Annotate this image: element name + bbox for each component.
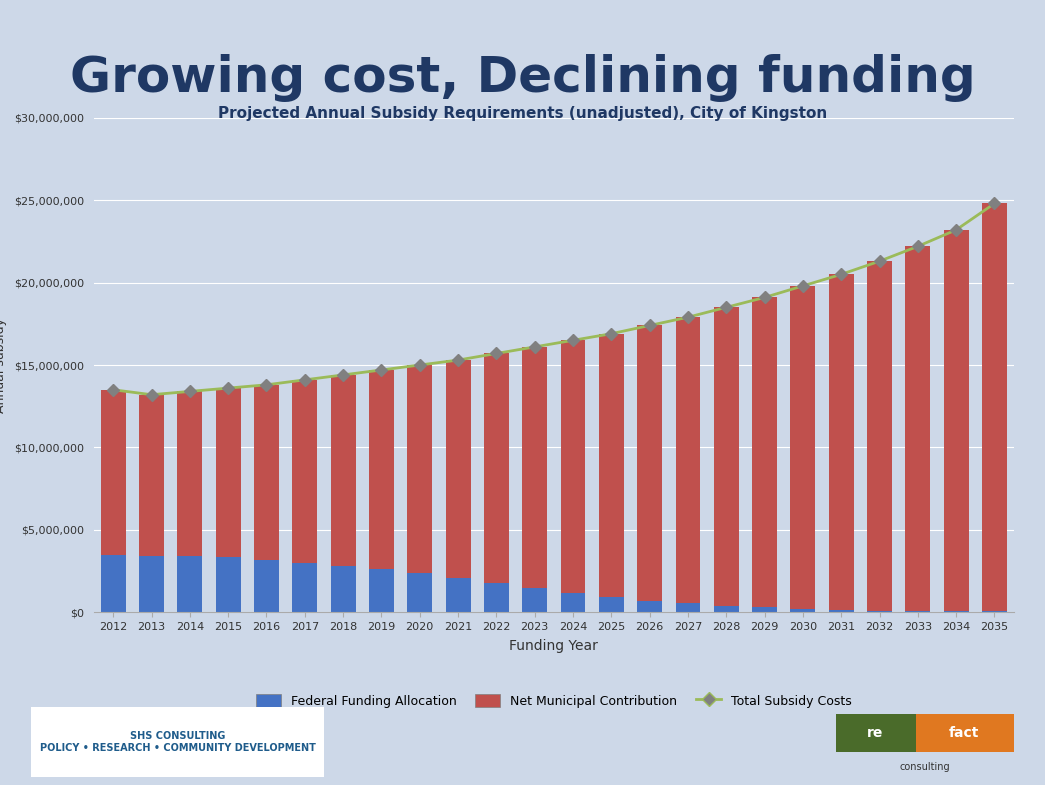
Bar (599, 334, 624, 597)
Bar (369, 569, 394, 612)
Text: fact: fact (949, 726, 979, 740)
Total Subsidy Costs (107, 385, 119, 394)
Bar (293, 380, 318, 563)
Total Subsidy Costs (184, 387, 196, 396)
Total Subsidy Costs (989, 199, 1001, 208)
Bar (445, 360, 470, 578)
Bar (599, 597, 624, 612)
Bar (522, 347, 548, 587)
Bar (330, 375, 355, 566)
Bar (752, 608, 777, 612)
Total Subsidy Costs (414, 360, 426, 370)
Text: Projected Annual Subsidy Requirements (unadjusted), City of Kingston: Projected Annual Subsidy Requirements (u… (217, 106, 828, 122)
Bar (637, 326, 663, 601)
Total Subsidy Costs (566, 336, 579, 345)
Bar (215, 557, 240, 612)
Text: Growing cost, Declining funding: Growing cost, Declining funding (70, 54, 975, 103)
Total Subsidy Costs (529, 342, 541, 352)
Total Subsidy Costs (681, 312, 694, 322)
Bar (867, 611, 892, 612)
Bar (982, 203, 1007, 612)
Bar (293, 563, 318, 612)
Total Subsidy Costs (490, 349, 503, 358)
Bar (944, 230, 969, 612)
Bar (829, 275, 854, 610)
Bar (675, 603, 700, 612)
Y-axis label: Annual subsidy: Annual subsidy (0, 317, 7, 413)
Bar (790, 286, 815, 609)
Bar (905, 246, 930, 611)
Bar (752, 298, 777, 608)
Bar (330, 566, 355, 612)
Total Subsidy Costs (720, 302, 733, 312)
Total Subsidy Costs (222, 383, 234, 392)
Total Subsidy Costs (375, 365, 388, 374)
Total Subsidy Costs (299, 375, 311, 385)
Text: SHS CONSULTING
POLICY • RESEARCH • COMMUNITY DEVELOPMENT: SHS CONSULTING POLICY • RESEARCH • COMMU… (40, 731, 316, 753)
Total Subsidy Costs (451, 356, 464, 365)
Bar (408, 573, 433, 612)
Bar (178, 557, 203, 612)
Bar (408, 365, 433, 573)
Total Subsidy Costs (911, 242, 924, 251)
Total Subsidy Costs (260, 380, 273, 389)
Bar (915, 714, 1014, 752)
Bar (714, 606, 739, 612)
Bar (100, 554, 125, 612)
Bar (369, 370, 394, 569)
Bar (560, 593, 585, 612)
Bar (139, 395, 164, 557)
Bar (560, 341, 585, 593)
Legend: Federal Funding Allocation, Net Municipal Contribution, Total Subsidy Costs: Federal Funding Allocation, Net Municipa… (250, 688, 858, 714)
Bar (254, 560, 279, 612)
Bar (254, 385, 279, 560)
Text: re: re (867, 726, 883, 740)
Text: consulting: consulting (900, 761, 950, 772)
Bar (836, 714, 915, 752)
Bar (215, 388, 240, 557)
Total Subsidy Costs (145, 390, 158, 400)
Bar (867, 261, 892, 611)
Bar (445, 578, 470, 612)
X-axis label: Funding Year: Funding Year (509, 639, 599, 653)
Total Subsidy Costs (644, 321, 656, 330)
Bar (637, 601, 663, 612)
Bar (178, 392, 203, 557)
Bar (714, 307, 739, 606)
Bar (790, 609, 815, 612)
Total Subsidy Costs (605, 329, 618, 338)
Bar (522, 587, 548, 612)
Total Subsidy Costs (950, 225, 962, 235)
Bar (100, 390, 125, 554)
Total Subsidy Costs (835, 270, 847, 279)
Total Subsidy Costs (874, 257, 886, 266)
Total Subsidy Costs (336, 371, 349, 380)
Total Subsidy Costs (759, 293, 771, 302)
Bar (905, 611, 930, 612)
Bar (484, 582, 509, 612)
Bar (484, 353, 509, 582)
Bar (139, 557, 164, 612)
Total Subsidy Costs (796, 281, 809, 290)
Bar (829, 610, 854, 612)
Bar (675, 317, 700, 603)
Line: Total Subsidy Costs: Total Subsidy Costs (113, 203, 995, 395)
